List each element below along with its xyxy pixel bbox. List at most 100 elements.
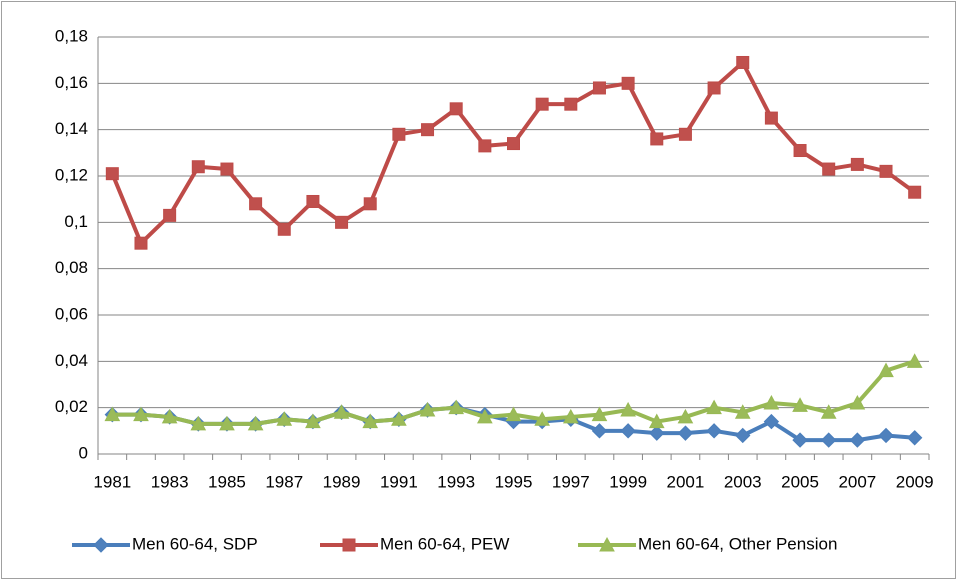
- marker: [677, 408, 694, 424]
- marker: [448, 399, 465, 415]
- marker: [906, 430, 923, 446]
- marker: [591, 423, 608, 439]
- marker: [820, 432, 837, 448]
- y-tick-label: 0,18: [55, 26, 88, 45]
- marker: [649, 425, 665, 441]
- y-tick-label: 0,1: [64, 212, 88, 231]
- marker: [93, 537, 109, 553]
- marker: [706, 399, 722, 415]
- marker: [535, 97, 549, 111]
- legend-label: Men 60-64, PEW: [380, 534, 509, 553]
- marker: [362, 413, 379, 429]
- marker: [190, 415, 207, 431]
- marker: [735, 427, 751, 444]
- y-tick-label: 0,02: [55, 397, 88, 416]
- marker: [734, 404, 751, 419]
- x-tick-label: 2005: [781, 472, 819, 491]
- x-tick-label: 1995: [495, 472, 533, 491]
- marker: [249, 197, 263, 211]
- x-tick-label: 1989: [323, 472, 361, 491]
- y-tick-label: 0,12: [55, 165, 88, 184]
- marker: [849, 432, 866, 448]
- marker: [163, 208, 177, 222]
- marker: [849, 394, 866, 410]
- marker: [421, 123, 435, 137]
- x-tick-label: 1993: [437, 472, 475, 491]
- marker: [306, 194, 320, 208]
- marker: [706, 423, 722, 439]
- marker: [161, 408, 178, 424]
- x-tick-label: 1983: [151, 472, 189, 491]
- x-tick-label: 1981: [93, 472, 131, 491]
- marker: [276, 411, 293, 426]
- marker: [906, 353, 923, 368]
- marker: [736, 55, 750, 69]
- marker: [219, 415, 235, 431]
- marker: [191, 160, 205, 174]
- y-tick-label: 0,06: [55, 304, 88, 323]
- marker: [763, 413, 780, 430]
- marker: [908, 185, 922, 199]
- x-tick-label: 1991: [380, 472, 418, 491]
- marker: [707, 81, 721, 95]
- marker: [820, 404, 837, 419]
- marker: [763, 394, 780, 410]
- marker: [599, 536, 615, 552]
- marker: [620, 423, 636, 439]
- marker: [650, 132, 664, 146]
- marker: [591, 406, 608, 422]
- legend-label: Men 60-64, SDP: [132, 534, 258, 553]
- marker: [850, 157, 864, 171]
- y-tick-label: 0,04: [55, 351, 88, 370]
- x-tick-label: 1999: [609, 472, 647, 491]
- x-tick-label: 2003: [724, 472, 762, 491]
- marker: [247, 415, 264, 431]
- marker: [879, 164, 893, 178]
- marker: [419, 401, 436, 417]
- y-tick-label: 0: [79, 443, 88, 462]
- y-tick-label: 0,14: [55, 119, 88, 138]
- marker: [592, 81, 606, 95]
- legend-label: Men 60-64, Other Pension: [638, 534, 837, 553]
- x-tick-label: 2009: [896, 472, 934, 491]
- y-tick-label: 0,08: [55, 258, 88, 277]
- x-tick-label: 1987: [265, 472, 303, 491]
- marker: [477, 408, 493, 424]
- y-tick-label: 0,16: [55, 73, 88, 92]
- marker: [792, 397, 808, 412]
- marker: [363, 197, 377, 211]
- marker: [878, 362, 894, 378]
- marker: [342, 538, 356, 552]
- marker: [822, 162, 836, 176]
- marker: [878, 427, 894, 444]
- marker: [534, 411, 550, 426]
- marker: [392, 127, 406, 141]
- marker: [305, 413, 321, 429]
- marker: [792, 432, 808, 448]
- marker: [104, 406, 121, 422]
- marker: [335, 215, 349, 229]
- marker: [507, 137, 520, 151]
- marker: [105, 167, 119, 181]
- marker: [133, 406, 149, 422]
- marker: [621, 76, 635, 90]
- marker: [677, 425, 694, 441]
- marker: [391, 411, 407, 426]
- marker: [678, 127, 692, 141]
- marker: [562, 408, 579, 424]
- marker: [793, 144, 807, 158]
- marker: [620, 401, 636, 417]
- x-tick-label: 2001: [667, 472, 705, 491]
- marker: [564, 97, 578, 111]
- marker: [478, 139, 492, 153]
- marker: [333, 404, 350, 419]
- x-tick-label: 2007: [838, 472, 876, 491]
- marker: [505, 406, 522, 422]
- marker: [134, 236, 148, 250]
- x-tick-label: 1997: [552, 472, 590, 491]
- x-tick-label: 1985: [208, 472, 246, 491]
- marker: [648, 413, 665, 429]
- marker: [220, 162, 234, 176]
